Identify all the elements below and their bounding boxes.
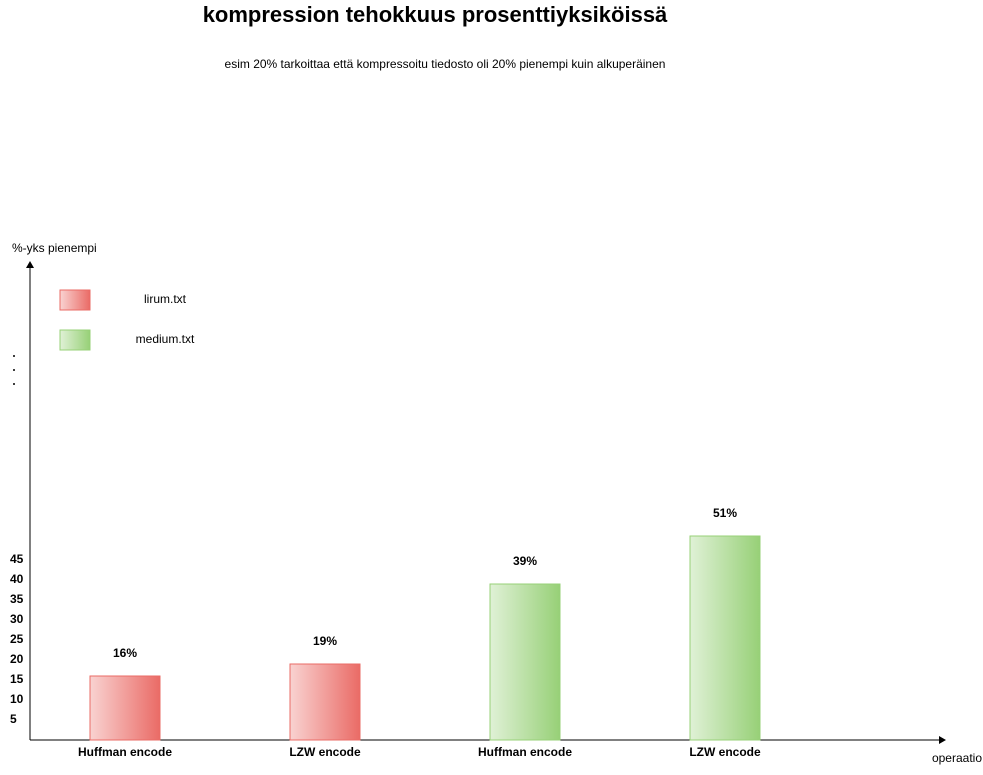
y-tick-label: 40 [10, 572, 24, 586]
x-tick-label: LZW encode [289, 745, 361, 759]
y-tick-label: 30 [10, 612, 24, 626]
y-tick-label: 5 [10, 712, 17, 726]
value-label: 39% [513, 554, 537, 568]
legend-swatch [59, 329, 91, 351]
bar [289, 663, 361, 741]
chart-title: kompression tehokkuus prosenttiyksiköiss… [203, 2, 668, 27]
y-tick-label: 15 [10, 672, 24, 686]
y-tick-label: 25 [10, 632, 24, 646]
y-tick-label: 35 [10, 592, 24, 606]
chart-subtitle: esim 20% tarkoittaa että kompressoitu ti… [225, 57, 666, 71]
legend-label: medium.txt [136, 332, 195, 346]
y-tick-label: 45 [10, 552, 24, 566]
x-tick-label: Huffman encode [478, 745, 572, 759]
axis-break-dot [13, 383, 15, 385]
axis-break-dot [13, 369, 15, 371]
bar [689, 535, 761, 741]
value-label: 51% [713, 506, 737, 520]
bar [489, 583, 561, 741]
bar [89, 675, 161, 741]
y-tick-label: 10 [10, 692, 24, 706]
y-axis-label: %-yks pienempi [12, 241, 97, 255]
legend-label: lirum.txt [144, 292, 187, 306]
axis-break-dot [13, 355, 15, 357]
legend-swatch [59, 289, 91, 311]
x-axis-label: operaatio [932, 751, 982, 765]
y-tick-label: 20 [10, 652, 24, 666]
x-tick-label: Huffman encode [78, 745, 172, 759]
x-tick-label: LZW encode [689, 745, 761, 759]
value-label: 19% [313, 634, 337, 648]
value-label: 16% [113, 646, 137, 660]
